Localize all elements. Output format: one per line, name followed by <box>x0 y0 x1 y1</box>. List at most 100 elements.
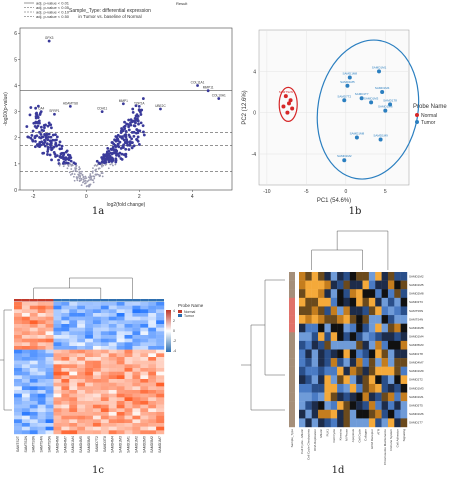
heatmap-cell <box>108 302 117 306</box>
heatmap-cell <box>381 383 389 393</box>
data-point <box>49 135 53 139</box>
data-point <box>75 176 78 178</box>
heatmap-cell <box>132 397 141 402</box>
heatmap-cell <box>368 366 376 376</box>
heatmap-cell <box>37 368 46 372</box>
heatmap-cell <box>343 409 351 419</box>
data-point <box>33 124 37 128</box>
heatmap-cell <box>311 383 319 393</box>
heatmap-cell <box>100 412 109 416</box>
heatmap-cell <box>330 392 338 402</box>
column-label: SAMD4M5 <box>79 436 83 453</box>
heatmap-cell <box>53 423 62 427</box>
heatmap-cell <box>92 401 102 405</box>
heatmap-cell <box>140 309 149 314</box>
heatmap-cell <box>343 297 351 307</box>
heatmap-cell <box>108 364 117 369</box>
heatmap-cell <box>85 375 94 380</box>
heatmap-cell <box>14 302 23 306</box>
data-point <box>103 160 107 164</box>
column-label: Cell Cycle <box>332 429 336 443</box>
heatmap-cell <box>37 357 46 361</box>
data-point <box>96 173 99 176</box>
heatmap-cell <box>116 415 125 420</box>
heatmap-cell <box>45 331 54 336</box>
heatmap-cell <box>100 426 109 431</box>
heatmap-cell <box>100 338 109 343</box>
data-point <box>84 179 87 182</box>
heatmap-cell <box>37 313 46 317</box>
heatmap-cell <box>132 423 141 427</box>
heatmap-cell <box>61 357 70 361</box>
pca-point <box>287 101 291 106</box>
heatmap-cell <box>116 342 125 347</box>
heatmap-cell <box>92 316 102 321</box>
pca-point <box>369 100 374 105</box>
heatmap-cell <box>92 393 102 398</box>
data-point <box>29 136 33 140</box>
heatmap-cell <box>92 309 102 314</box>
heatmap-cell <box>69 404 78 409</box>
heatmap-cell <box>132 382 141 387</box>
heatmap-cell <box>356 383 363 393</box>
heatmap-cell <box>318 315 325 324</box>
heatmap-cell <box>37 305 46 310</box>
heatmap-cell <box>37 379 46 383</box>
heatmap-cell <box>116 324 125 328</box>
heatmap-cell <box>148 397 157 402</box>
data-point <box>72 170 75 173</box>
heatmap-cell <box>330 297 338 307</box>
heatmap-cell <box>140 349 149 354</box>
heatmap-cell <box>61 393 70 398</box>
heatmap-cell <box>100 331 109 336</box>
heatmap-cell <box>61 305 70 310</box>
heatmap-cell <box>100 309 109 314</box>
heatmap-cell <box>318 401 325 410</box>
heatmap-cell <box>311 289 319 299</box>
heatmap-cell <box>132 349 141 354</box>
data-point <box>39 143 43 147</box>
data-point <box>133 116 137 120</box>
heatmap-cell <box>299 297 306 307</box>
data-point <box>58 164 61 167</box>
pca-point-label: SAMD1M8 <box>350 131 365 135</box>
heatmap-cell <box>124 331 133 336</box>
heatmap-cell <box>381 280 389 290</box>
heatmap-cell <box>356 332 363 342</box>
heatmap-cell <box>85 393 94 398</box>
heatmap-cell <box>45 309 54 314</box>
heatmap-cell <box>368 409 376 419</box>
heatmap-cell <box>400 297 408 307</box>
heatmap-cell <box>61 353 70 358</box>
data-point <box>127 128 131 132</box>
heatmap-cell <box>77 305 86 310</box>
heatmap-cell <box>324 315 331 324</box>
heatmap-cell <box>92 386 102 391</box>
data-point <box>54 155 57 158</box>
heatmap-cell <box>29 390 38 394</box>
data-point <box>132 144 136 148</box>
data-point <box>76 177 78 180</box>
data-point <box>68 171 71 174</box>
column-label: SAMD7T2 <box>95 436 99 452</box>
heatmap-cell <box>148 423 157 427</box>
heatmap-cell <box>156 379 165 383</box>
heatmap-cell <box>53 364 62 369</box>
pca-point <box>342 158 347 163</box>
heatmap-cell <box>45 349 54 354</box>
pca-point <box>345 83 350 88</box>
heatmap-cell <box>14 316 23 321</box>
heatmap-cell <box>53 324 62 328</box>
heatmap-cell <box>116 386 125 391</box>
sample-type-cell <box>289 358 295 367</box>
heatmap-cell <box>116 408 125 413</box>
heatmap-cell <box>69 335 78 339</box>
y-tick-label: 2 <box>14 136 17 142</box>
heatmap-cell <box>21 313 30 317</box>
labeled-point <box>53 112 56 116</box>
heatmap-cell <box>108 360 117 365</box>
heatmap-cell <box>53 390 62 394</box>
normal-ellipse <box>278 86 298 123</box>
heatmap-cell <box>92 412 102 416</box>
heatmap-cell <box>29 349 38 354</box>
